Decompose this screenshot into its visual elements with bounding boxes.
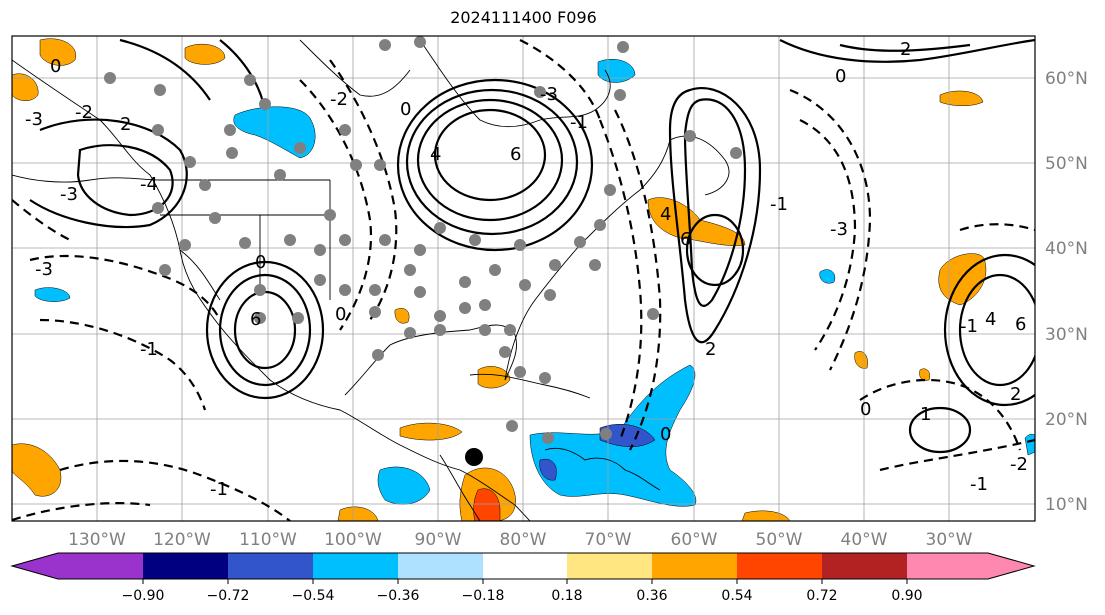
svg-text:80°W: 80°W — [500, 530, 547, 550]
colorbar-tick: −0.90 — [122, 588, 165, 604]
colorbar-segment — [737, 553, 822, 579]
svg-text:-2: -2 — [1010, 454, 1028, 475]
svg-text:-3: -3 — [35, 259, 53, 280]
svg-text:-2: -2 — [75, 102, 93, 123]
svg-text:2: 2 — [900, 39, 911, 60]
graticule — [12, 36, 1035, 521]
colorbar-tick: −0.18 — [462, 588, 505, 604]
plot-title: 2024111400 F096 — [450, 8, 597, 27]
svg-text:0: 0 — [335, 304, 346, 325]
colorbar-tick: 0.36 — [636, 588, 667, 604]
contours-positive — [29, 38, 1035, 454]
svg-text:100°W: 100°W — [324, 530, 382, 550]
svg-text:-1: -1 — [960, 316, 978, 337]
colorbar: −0.90 −0.72 −0.54 −0.36 −0.18 0.18 0.36 … — [10, 552, 1036, 604]
colorbar-tick: 0.90 — [891, 588, 922, 604]
colorbar-segment — [12, 553, 58, 579]
svg-text:2: 2 — [120, 114, 131, 135]
colorbar-segment — [398, 553, 483, 579]
svg-text:0: 0 — [835, 66, 846, 87]
colorbar-segment — [567, 553, 652, 579]
svg-text:-1: -1 — [570, 112, 588, 133]
svg-text:30°W: 30°W — [926, 530, 973, 550]
svg-text:30°N: 30°N — [1045, 325, 1088, 345]
svg-text:6: 6 — [680, 229, 691, 250]
colorbar-segment — [228, 553, 313, 579]
svg-text:-3: -3 — [830, 219, 848, 240]
svg-text:10°N: 10°N — [1045, 495, 1088, 515]
svg-text:1: 1 — [920, 404, 931, 425]
svg-text:-4: -4 — [140, 174, 158, 195]
station-markers — [104, 36, 742, 444]
colorbar-tick: 0.72 — [806, 588, 837, 604]
svg-text:2: 2 — [1010, 384, 1021, 405]
svg-text:6: 6 — [250, 309, 261, 330]
colorbar-segment — [313, 553, 398, 579]
svg-text:0: 0 — [660, 424, 671, 445]
svg-text:60°W: 60°W — [671, 530, 718, 550]
svg-text:50°N: 50°N — [1045, 154, 1088, 174]
colorbar-segment — [988, 553, 1034, 579]
svg-text:6: 6 — [1015, 314, 1026, 335]
svg-text:-1: -1 — [210, 479, 228, 500]
svg-text:4: 4 — [985, 309, 996, 330]
colorbar-segment — [58, 553, 143, 579]
colorbar-segment — [822, 553, 907, 579]
map-frame — [11, 35, 1036, 522]
colorbar-tick: 0.18 — [551, 588, 582, 604]
latitude-labels: 60°N 50°N 40°N 30°N 20°N 10°N — [1045, 69, 1088, 515]
colorbar-tick: −0.72 — [207, 588, 250, 604]
svg-text:4: 4 — [660, 204, 671, 225]
svg-text:0: 0 — [400, 99, 411, 120]
colorbar-segment — [483, 553, 567, 579]
svg-text:-3: -3 — [60, 184, 78, 205]
svg-text:90°W: 90°W — [415, 530, 462, 550]
colorbar-outline — [10, 552, 1036, 580]
svg-text:60°N: 60°N — [1045, 69, 1088, 89]
highlight-marker — [465, 448, 483, 466]
svg-text:130°W: 130°W — [68, 530, 126, 550]
svg-text:0: 0 — [50, 56, 61, 77]
colorbar-segment — [143, 553, 228, 579]
colorbar-tick: −0.54 — [292, 588, 335, 604]
svg-text:70°W: 70°W — [585, 530, 632, 550]
svg-text:-3: -3 — [25, 109, 43, 130]
svg-text:2: 2 — [705, 339, 716, 360]
svg-text:50°W: 50°W — [756, 530, 803, 550]
svg-text:-3: -3 — [540, 84, 558, 105]
colorbar-tick: 0.54 — [721, 588, 752, 604]
contour-labels: 0 -3 -2 2 -4 -3 -3 -1 -1 0 6 0 -2 0 4 6 … — [25, 39, 1028, 500]
svg-text:-2: -2 — [330, 89, 348, 110]
colorbar-segment — [907, 553, 988, 579]
map-plot-area: 0 -3 -2 2 -4 -3 -3 -1 -1 0 6 0 -2 0 4 6 … — [12, 36, 1035, 521]
svg-text:40°W: 40°W — [841, 530, 888, 550]
svg-text:-1: -1 — [970, 474, 988, 495]
coastlines — [12, 39, 730, 521]
svg-text:6: 6 — [510, 144, 521, 165]
svg-text:-1: -1 — [140, 339, 158, 360]
colorbar-tick: −0.36 — [377, 588, 420, 604]
colorbar-segment — [652, 553, 737, 579]
svg-text:-1: -1 — [770, 194, 788, 215]
svg-text:4: 4 — [430, 144, 441, 165]
contours-negative — [12, 39, 1035, 521]
longitude-labels: 130°W 120°W 110°W 100°W 90°W 80°W 70°W 6… — [68, 530, 973, 550]
svg-text:0: 0 — [255, 252, 266, 273]
svg-text:110°W: 110°W — [239, 530, 297, 550]
svg-text:40°N: 40°N — [1045, 239, 1088, 259]
svg-text:0: 0 — [860, 399, 871, 420]
svg-text:20°N: 20°N — [1045, 410, 1088, 430]
svg-text:120°W: 120°W — [153, 530, 211, 550]
